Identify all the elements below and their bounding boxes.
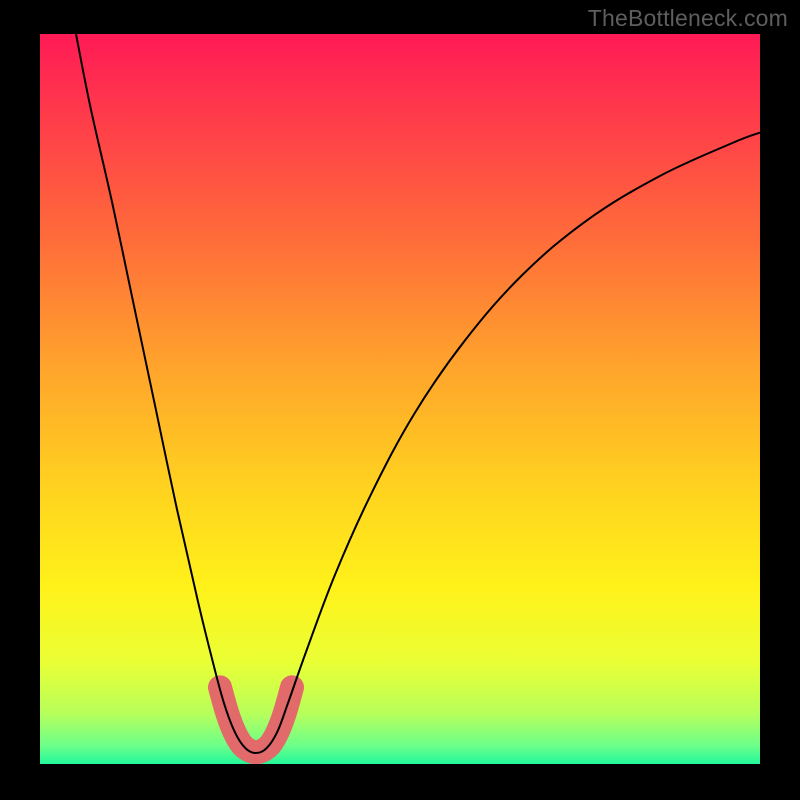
bottleneck-curve-chart: [0, 0, 800, 800]
plot-background-gradient: [40, 34, 760, 764]
chart-canvas: TheBottleneck.com: [0, 0, 800, 800]
watermark-text: TheBottleneck.com: [588, 5, 788, 32]
